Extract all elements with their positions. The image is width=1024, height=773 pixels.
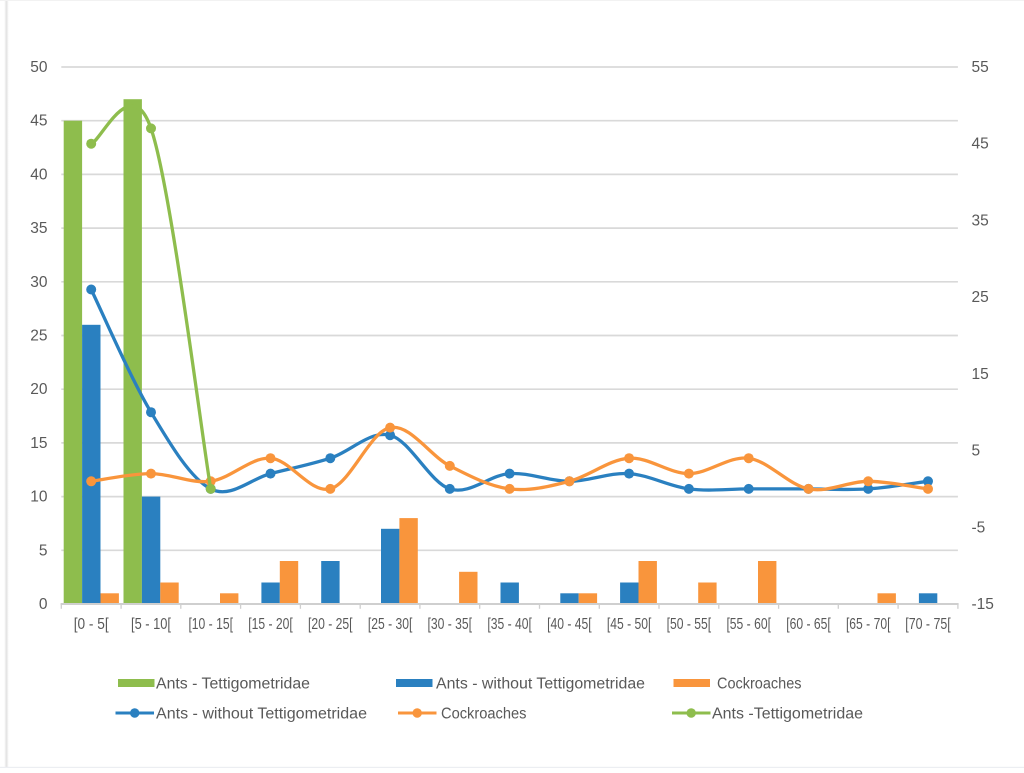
svg-text:15: 15 — [972, 366, 989, 383]
svg-text:[10 - 15[: [10 - 15[ — [188, 616, 233, 633]
svg-text:[20 - 25[: [20 - 25[ — [308, 616, 353, 633]
svg-text:55: 55 — [972, 59, 989, 76]
svg-text:Cockroaches: Cockroaches — [441, 706, 527, 723]
svg-text:Ants -Tettigometridae: Ants -Tettigometridae — [712, 706, 863, 723]
svg-text:[55 - 60[: [55 - 60[ — [726, 616, 771, 633]
svg-text:Cockroaches: Cockroaches — [717, 675, 802, 692]
svg-text:-15: -15 — [972, 596, 994, 613]
svg-text:35: 35 — [972, 212, 989, 229]
svg-text:20: 20 — [30, 381, 48, 398]
svg-text:15: 15 — [30, 435, 47, 452]
svg-text:[45 - 50[: [45 - 50[ — [607, 616, 652, 633]
svg-text:45: 45 — [972, 136, 989, 153]
svg-text:[65 - 70[: [65 - 70[ — [846, 616, 891, 633]
svg-text:[0 - 5[: [0 - 5[ — [74, 616, 110, 633]
svg-text:[5 - 10[: [5 - 10[ — [131, 616, 172, 633]
svg-text:45: 45 — [30, 113, 47, 130]
svg-text:5: 5 — [972, 443, 981, 460]
svg-text:[35 - 40[: [35 - 40[ — [487, 616, 532, 633]
svg-text:-5: -5 — [972, 519, 986, 536]
svg-text:35: 35 — [30, 220, 47, 237]
svg-text:25: 25 — [972, 289, 989, 306]
svg-text:[70 - 75[: [70 - 75[ — [905, 616, 951, 633]
svg-text:[50 - 55[: [50 - 55[ — [667, 616, 712, 633]
svg-text:[40 - 45[: [40 - 45[ — [547, 616, 592, 633]
svg-text:Ants - Tettigometridae: Ants - Tettigometridae — [156, 675, 310, 692]
svg-text:50: 50 — [30, 59, 48, 76]
svg-text:40: 40 — [30, 166, 48, 183]
svg-text:[60 - 65[: [60 - 65[ — [786, 616, 831, 633]
svg-text:[30 - 35[: [30 - 35[ — [428, 616, 473, 633]
svg-text:[25 - 30[: [25 - 30[ — [368, 616, 413, 633]
svg-text:25: 25 — [30, 328, 47, 345]
svg-text:10: 10 — [30, 489, 48, 506]
svg-text:Ants - without Tettigometridae: Ants - without Tettigometridae — [436, 675, 645, 692]
svg-text:[15 - 20[: [15 - 20[ — [248, 616, 293, 633]
svg-text:Ants - without Tettigometridae: Ants - without Tettigometridae — [156, 706, 367, 723]
svg-text:0: 0 — [39, 596, 48, 613]
svg-text:30: 30 — [30, 274, 48, 291]
svg-text:5: 5 — [39, 542, 48, 559]
